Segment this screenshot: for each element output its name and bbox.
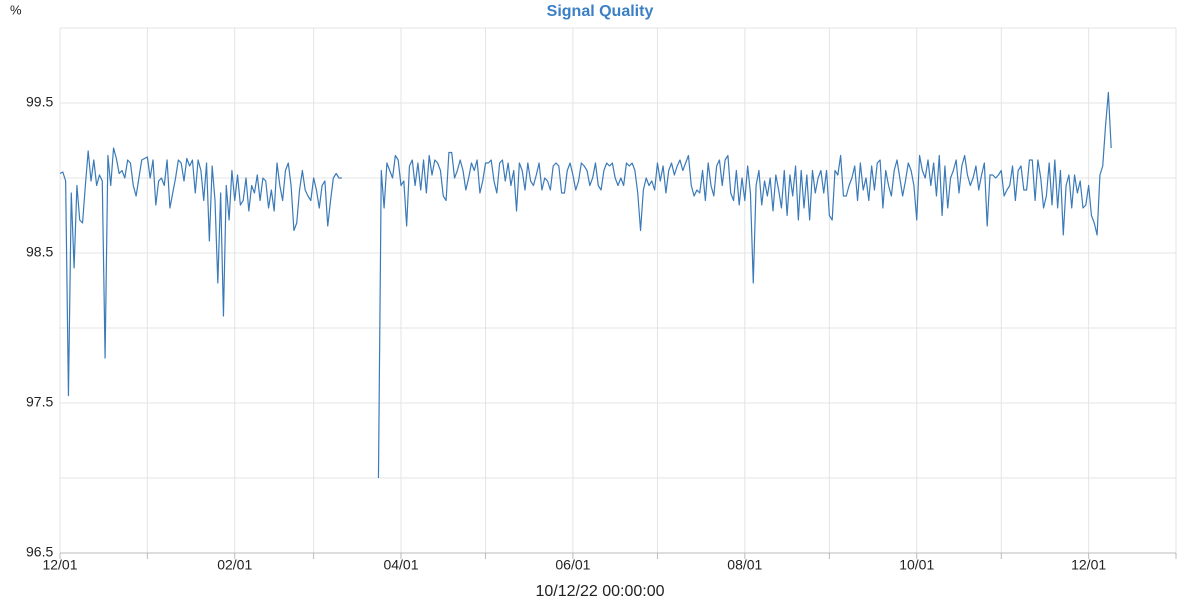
x-tick-label: 12/01 xyxy=(42,557,77,573)
x-tick-label: 08/01 xyxy=(727,557,762,573)
y-tick-label: 99.5 xyxy=(26,94,53,110)
x-axis-label: 10/12/22 00:00:00 xyxy=(535,583,664,600)
x-tick-label: 10/01 xyxy=(899,557,934,573)
x-tick-label: 06/01 xyxy=(555,557,590,573)
y-tick-label: 98.5 xyxy=(26,244,53,260)
data-line xyxy=(59,91,1112,479)
x-tick-label: 12/01 xyxy=(1071,557,1106,573)
y-tick-label: 96.5 xyxy=(26,544,53,560)
y-tick-label: 97.5 xyxy=(26,394,53,410)
x-tick-label: 04/01 xyxy=(383,557,418,573)
x-tick-label: 02/01 xyxy=(217,557,252,573)
y-axis-unit: % xyxy=(10,2,22,17)
chart-title: Signal Quality xyxy=(547,3,654,20)
